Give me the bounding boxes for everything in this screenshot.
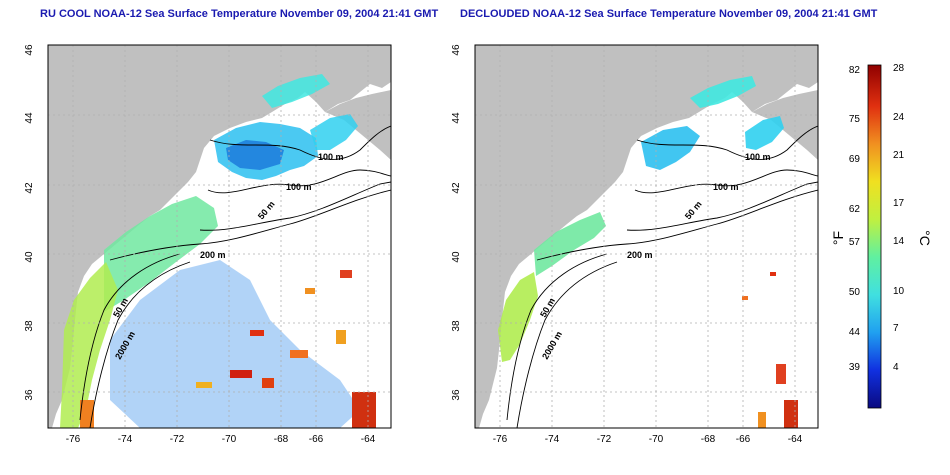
- right-contours: [506, 125, 818, 428]
- right-x-tick: -74: [545, 434, 560, 445]
- colorbar-c-tick: 14: [893, 236, 905, 247]
- colorbar-fahrenheit-label: °F: [830, 231, 846, 245]
- right-x-tick: -66: [736, 434, 751, 445]
- right-y-tick: 38: [451, 320, 462, 332]
- left-x-tick: -66: [309, 434, 324, 445]
- right-y-tick: 40: [451, 251, 462, 263]
- right-sst-shelf-south: [498, 272, 538, 362]
- left-land-mainland: [48, 45, 391, 428]
- right-x-tick: -68: [701, 434, 716, 445]
- left-sst-offshore-blue: [110, 260, 360, 428]
- right-contour-label: 200 m: [627, 250, 653, 260]
- colorbar-f-tick: 75: [849, 114, 861, 125]
- right-map-title: DECLOUDED NOAA-12 Sea Surface Temperatur…: [460, 8, 878, 20]
- right-y-tick: 46: [451, 44, 462, 56]
- colorbar: 82 75 69 62 57 50 44 39 28 24 21 17 14 1…: [830, 63, 933, 409]
- left-x-tick: -76: [66, 434, 81, 445]
- colorbar-f-tick: 44: [849, 327, 861, 338]
- right-x-tick: -72: [597, 434, 612, 445]
- left-sst-gulf-inner: [226, 140, 284, 170]
- left-x-tick: -64: [361, 434, 376, 445]
- colorbar-c-tick: 28: [893, 63, 905, 74]
- left-contours: [79, 125, 391, 428]
- left-contour-label: 100 m: [318, 152, 344, 162]
- right-sst-coast-north: [690, 76, 756, 108]
- left-x-tick: -72: [170, 434, 185, 445]
- right-y-tick: 36: [451, 389, 462, 401]
- colorbar-f-tick: 50: [849, 287, 861, 298]
- right-sst-scotian: [745, 116, 784, 150]
- left-y-tick: 42: [24, 182, 35, 194]
- right-map: 100 m 100 m 50 m 200 m 50 m 2000 m -76 -…: [451, 44, 819, 445]
- left-map-title: RU COOL NOAA-12 Sea Surface Temperature …: [40, 8, 439, 20]
- colorbar-f-tick: 57: [849, 237, 861, 248]
- right-x-tick: -70: [649, 434, 664, 445]
- left-y-tick: 46: [24, 44, 35, 56]
- right-contour-label: 100 m: [745, 152, 771, 162]
- colorbar-c-tick: 7: [893, 323, 899, 334]
- right-y-tick: 42: [451, 182, 462, 194]
- colorbar-c-tick: 17: [893, 198, 905, 209]
- left-sst-shelf-south: [60, 262, 118, 428]
- left-sst-mid-shelf: [104, 196, 218, 312]
- right-land-nova-scotia: [752, 90, 818, 160]
- right-sst-gulf-stream: [742, 272, 798, 428]
- colorbar-gradient: [867, 64, 882, 409]
- right-contour-label: 100 m: [713, 182, 739, 192]
- colorbar-f-tick: 82: [849, 65, 861, 76]
- left-x-tick: -68: [274, 434, 289, 445]
- left-x-tick: -74: [118, 434, 133, 445]
- left-contour-label: 100 m: [286, 182, 312, 192]
- left-sst-scotian: [310, 114, 358, 150]
- left-land-nova-scotia: [325, 90, 391, 160]
- right-y-tick: 44: [451, 112, 462, 124]
- colorbar-celsius-label: °C: [917, 230, 933, 246]
- colorbar-c-tick: 4: [893, 362, 899, 373]
- left-sst-coast-north: [262, 74, 330, 108]
- left-contour-label: 200 m: [200, 250, 226, 260]
- colorbar-f-tick: 69: [849, 154, 861, 165]
- right-x-tick: -64: [788, 434, 803, 445]
- right-grid: [475, 45, 818, 428]
- left-y-tick: 36: [24, 389, 35, 401]
- left-y-tick: 40: [24, 251, 35, 263]
- left-grid: [48, 45, 391, 428]
- right-land-mainland: [475, 45, 818, 428]
- colorbar-f-tick: 39: [849, 362, 861, 373]
- left-sst-gulf-stream: [80, 270, 376, 428]
- colorbar-c-tick: 10: [893, 286, 905, 297]
- colorbar-c-tick: 24: [893, 112, 905, 123]
- colorbar-c-tick: 21: [893, 150, 905, 161]
- colorbar-f-tick: 62: [849, 204, 861, 215]
- left-x-tick: -70: [222, 434, 237, 445]
- left-y-tick: 44: [24, 112, 35, 124]
- left-map: 100 m 100 m 50 m 200 m 50 m 2000 m -76 -…: [24, 44, 392, 445]
- right-map-frame: [474, 44, 819, 429]
- left-map-frame: [47, 44, 392, 429]
- right-x-tick: -76: [493, 434, 508, 445]
- left-y-tick: 38: [24, 320, 35, 332]
